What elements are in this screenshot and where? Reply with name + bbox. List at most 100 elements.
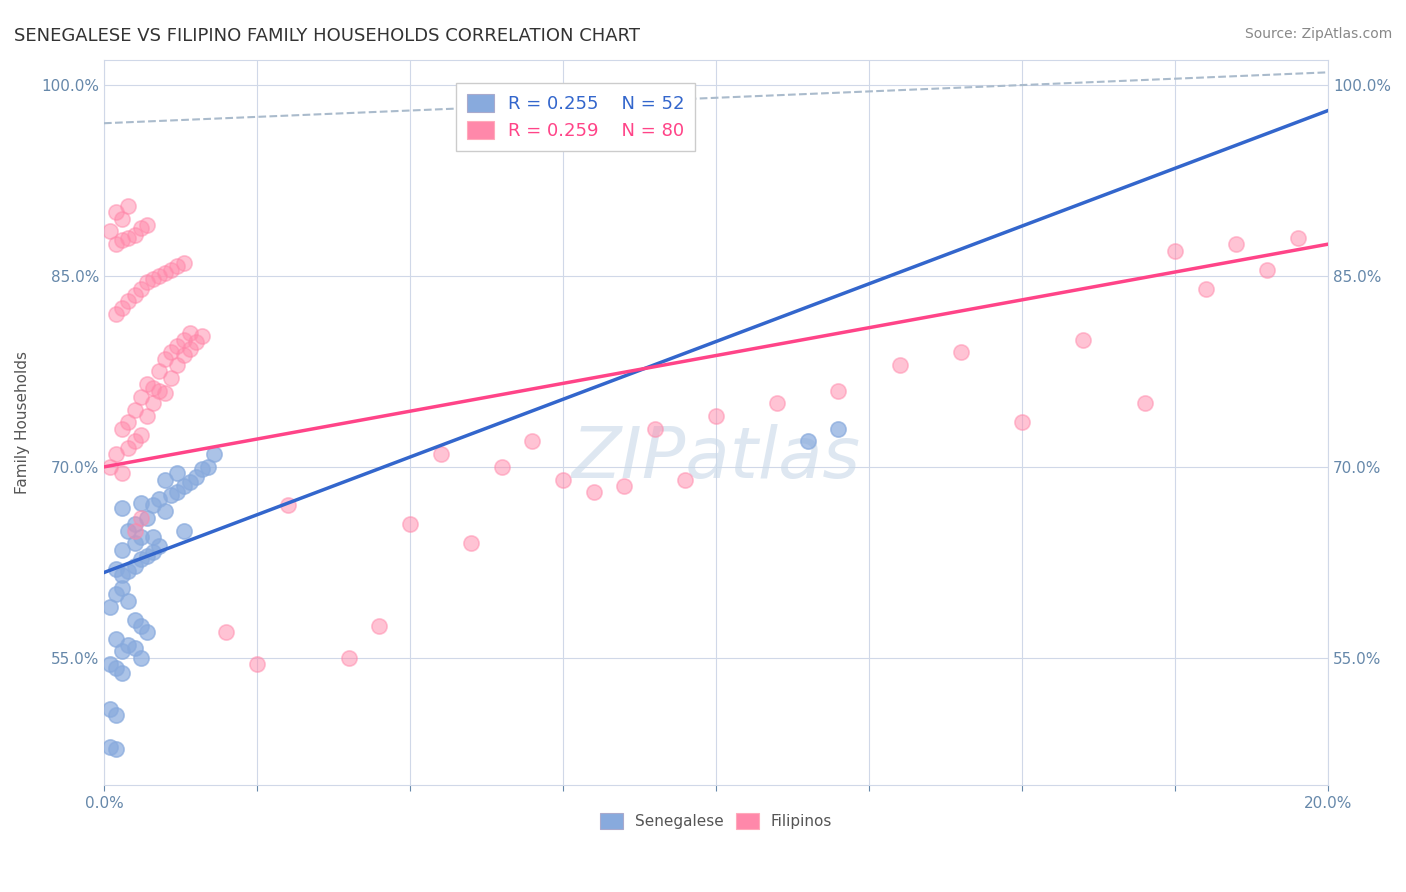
- Point: [522, 434, 544, 449]
- Point: [129, 282, 152, 296]
- Point: [98, 702, 121, 716]
- Point: [153, 504, 176, 518]
- Point: [142, 530, 165, 544]
- Point: [98, 459, 121, 474]
- Point: [160, 345, 183, 359]
- Point: [429, 447, 451, 461]
- Point: [105, 237, 128, 252]
- Point: [153, 386, 176, 401]
- Point: [117, 524, 139, 538]
- Point: [160, 371, 183, 385]
- Point: [827, 422, 849, 436]
- Point: [460, 536, 482, 550]
- Point: [98, 599, 121, 614]
- Y-axis label: Family Households: Family Households: [15, 351, 30, 494]
- Point: [111, 233, 134, 247]
- Point: [129, 495, 152, 509]
- Point: [1286, 231, 1309, 245]
- Point: [277, 498, 299, 512]
- Point: [135, 510, 157, 524]
- Point: [135, 377, 157, 392]
- Point: [491, 459, 513, 474]
- Point: [105, 587, 128, 601]
- Point: [129, 619, 152, 633]
- Point: [98, 224, 121, 238]
- Point: [135, 218, 157, 232]
- Point: [166, 259, 188, 273]
- Point: [1133, 396, 1156, 410]
- Point: [160, 488, 183, 502]
- Point: [166, 358, 188, 372]
- Point: [766, 396, 789, 410]
- Point: [124, 517, 146, 532]
- Point: [98, 739, 121, 754]
- Point: [797, 434, 820, 449]
- Point: [644, 422, 666, 436]
- Point: [142, 271, 165, 285]
- Point: [111, 467, 134, 481]
- Point: [124, 524, 146, 538]
- Point: [105, 708, 128, 723]
- Point: [111, 301, 134, 315]
- Point: [704, 409, 727, 423]
- Point: [166, 485, 188, 500]
- Point: [111, 500, 134, 515]
- Legend: Senegalese, Filipinos: Senegalese, Filipinos: [593, 807, 838, 836]
- Point: [368, 619, 391, 633]
- Point: [105, 661, 128, 675]
- Point: [135, 409, 157, 423]
- Point: [148, 491, 170, 506]
- Point: [827, 384, 849, 398]
- Point: [142, 396, 165, 410]
- Point: [215, 625, 238, 640]
- Point: [111, 666, 134, 681]
- Point: [142, 381, 165, 395]
- Text: SENEGALESE VS FILIPINO FAMILY HOUSEHOLDS CORRELATION CHART: SENEGALESE VS FILIPINO FAMILY HOUSEHOLDS…: [14, 27, 640, 45]
- Point: [135, 549, 157, 563]
- Point: [153, 473, 176, 487]
- Point: [129, 428, 152, 442]
- Point: [173, 256, 195, 270]
- Point: [197, 459, 219, 474]
- Point: [1195, 282, 1218, 296]
- Point: [124, 559, 146, 574]
- Point: [179, 342, 201, 356]
- Point: [173, 348, 195, 362]
- Point: [148, 364, 170, 378]
- Point: [111, 422, 134, 436]
- Point: [142, 545, 165, 559]
- Point: [949, 345, 972, 359]
- Point: [191, 328, 214, 343]
- Point: [153, 351, 176, 366]
- Point: [1164, 244, 1187, 258]
- Point: [129, 551, 152, 566]
- Point: [148, 539, 170, 553]
- Point: [129, 220, 152, 235]
- Point: [1256, 262, 1278, 277]
- Point: [202, 447, 225, 461]
- Point: [129, 390, 152, 404]
- Point: [117, 199, 139, 213]
- Point: [124, 434, 146, 449]
- Point: [179, 475, 201, 490]
- Point: [111, 542, 134, 557]
- Point: [129, 530, 152, 544]
- Text: ZIPatlas: ZIPatlas: [572, 424, 860, 493]
- Point: [124, 613, 146, 627]
- Point: [135, 276, 157, 290]
- Point: [117, 441, 139, 455]
- Point: [1071, 333, 1094, 347]
- Point: [184, 470, 207, 484]
- Point: [399, 517, 422, 532]
- Point: [124, 640, 146, 655]
- Point: [179, 326, 201, 341]
- Point: [124, 228, 146, 243]
- Point: [111, 211, 134, 226]
- Point: [105, 562, 128, 576]
- Point: [129, 650, 152, 665]
- Point: [129, 510, 152, 524]
- Point: [173, 479, 195, 493]
- Point: [166, 339, 188, 353]
- Point: [142, 498, 165, 512]
- Point: [105, 632, 128, 646]
